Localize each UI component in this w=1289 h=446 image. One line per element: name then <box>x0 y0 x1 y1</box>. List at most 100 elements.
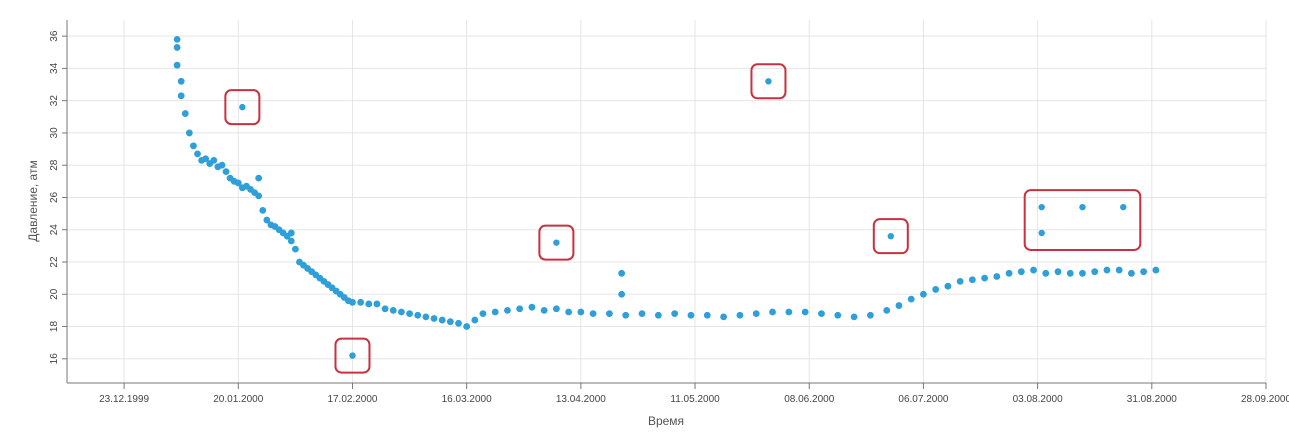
data-point <box>210 156 218 164</box>
x-tick-label: 03.08.2000 <box>1013 394 1063 405</box>
data-point <box>528 303 536 311</box>
data-point <box>190 142 197 150</box>
data-point <box>365 300 373 308</box>
x-tick-label: 16.03.2000 <box>442 394 492 405</box>
y-tick-label: 18 <box>49 321 60 333</box>
x-tick-label: 20.01.2000 <box>213 394 263 405</box>
x-tick-label: 28.09.2000 <box>1241 394 1289 405</box>
data-point <box>234 179 242 187</box>
data-point <box>801 308 809 316</box>
data-point <box>618 290 626 298</box>
data-point <box>491 308 499 316</box>
data-point <box>504 307 511 314</box>
data-point <box>895 302 903 309</box>
outlier-highlight-box <box>1023 189 1142 251</box>
axes: 16 18 20 22 24 26 28 30 32 34 36 23.12.1999 20.01.20… <box>49 20 1289 405</box>
data-point <box>349 298 356 306</box>
x-tick-label: 13.04.2000 <box>556 394 606 405</box>
data-point <box>455 319 462 327</box>
data-point <box>565 308 573 316</box>
outlier-point <box>1120 203 1127 211</box>
data-point <box>181 110 189 117</box>
x-tick-label: 17.02.2000 <box>327 394 377 405</box>
data-point <box>956 277 964 285</box>
y-tick-label: 22 <box>49 256 60 268</box>
data-point <box>1152 266 1160 274</box>
data-point <box>993 273 1001 280</box>
data-point <box>1079 269 1086 277</box>
y-tick-label: 26 <box>49 191 60 203</box>
y-tick-label: 34 <box>49 62 60 74</box>
data-point <box>291 245 299 253</box>
data-point <box>944 282 952 290</box>
outlier-highlight-box <box>872 218 909 255</box>
grid <box>67 20 1267 383</box>
data-point <box>1066 269 1074 277</box>
data-point <box>194 150 201 158</box>
data-point <box>920 290 927 298</box>
outlier-highlight-box <box>224 89 261 126</box>
data-point <box>638 310 646 318</box>
data-point <box>381 305 389 313</box>
data-point <box>1091 268 1099 276</box>
data-point <box>406 310 413 318</box>
data-point <box>430 315 438 322</box>
x-tick-label: 31.08.2000 <box>1127 394 1177 405</box>
y-tick-label: 24 <box>49 224 60 236</box>
x-tick-label: 11.05.2000 <box>670 394 720 405</box>
outlier-highlight-box <box>538 224 575 261</box>
data-point <box>1005 269 1013 277</box>
data-point <box>414 311 422 319</box>
data-point <box>438 316 446 324</box>
data-point <box>932 286 940 293</box>
data-point <box>471 316 479 324</box>
data-point <box>255 174 263 182</box>
data-point <box>606 310 613 318</box>
data-point <box>552 305 560 313</box>
data-point <box>1140 268 1148 276</box>
data-point <box>218 161 226 169</box>
data-point <box>622 311 630 319</box>
data-point <box>907 295 915 303</box>
data-point <box>654 311 662 319</box>
data-point <box>1017 268 1025 276</box>
data-point <box>540 307 548 314</box>
data-point <box>357 298 365 306</box>
outlier-highlights <box>224 63 1142 374</box>
outlier-point <box>765 78 772 85</box>
data-point <box>463 323 471 330</box>
data-point <box>173 61 181 69</box>
y-tick-label: 30 <box>49 127 60 139</box>
outlier-point <box>349 352 356 359</box>
data-point <box>202 155 210 163</box>
data-point <box>769 308 776 316</box>
data-point <box>785 308 793 316</box>
data-point <box>287 237 295 245</box>
data-point <box>173 35 181 43</box>
outlier-point <box>1079 203 1086 211</box>
data-point <box>589 310 597 318</box>
data-point <box>981 274 989 282</box>
data-point <box>1042 269 1050 277</box>
data-point <box>373 300 381 308</box>
data-point <box>173 44 181 51</box>
data-point <box>479 310 487 318</box>
x-tick-label: 06.07.2000 <box>898 394 948 405</box>
outlier-point <box>553 239 560 246</box>
data-point <box>177 92 185 100</box>
data-point <box>1103 266 1111 274</box>
outlier-point <box>1038 229 1045 237</box>
data-point <box>850 313 858 321</box>
outlier-highlight-box <box>750 63 787 100</box>
y-tick-label: 36 <box>49 30 60 42</box>
data-point <box>867 311 874 319</box>
x-tick-label: 23.12.1999 <box>99 394 149 405</box>
data-point <box>720 313 727 321</box>
data-point <box>687 311 695 319</box>
data-point <box>398 308 405 316</box>
outlier-point <box>887 232 895 240</box>
data-point <box>703 311 711 319</box>
data-point <box>255 192 263 200</box>
